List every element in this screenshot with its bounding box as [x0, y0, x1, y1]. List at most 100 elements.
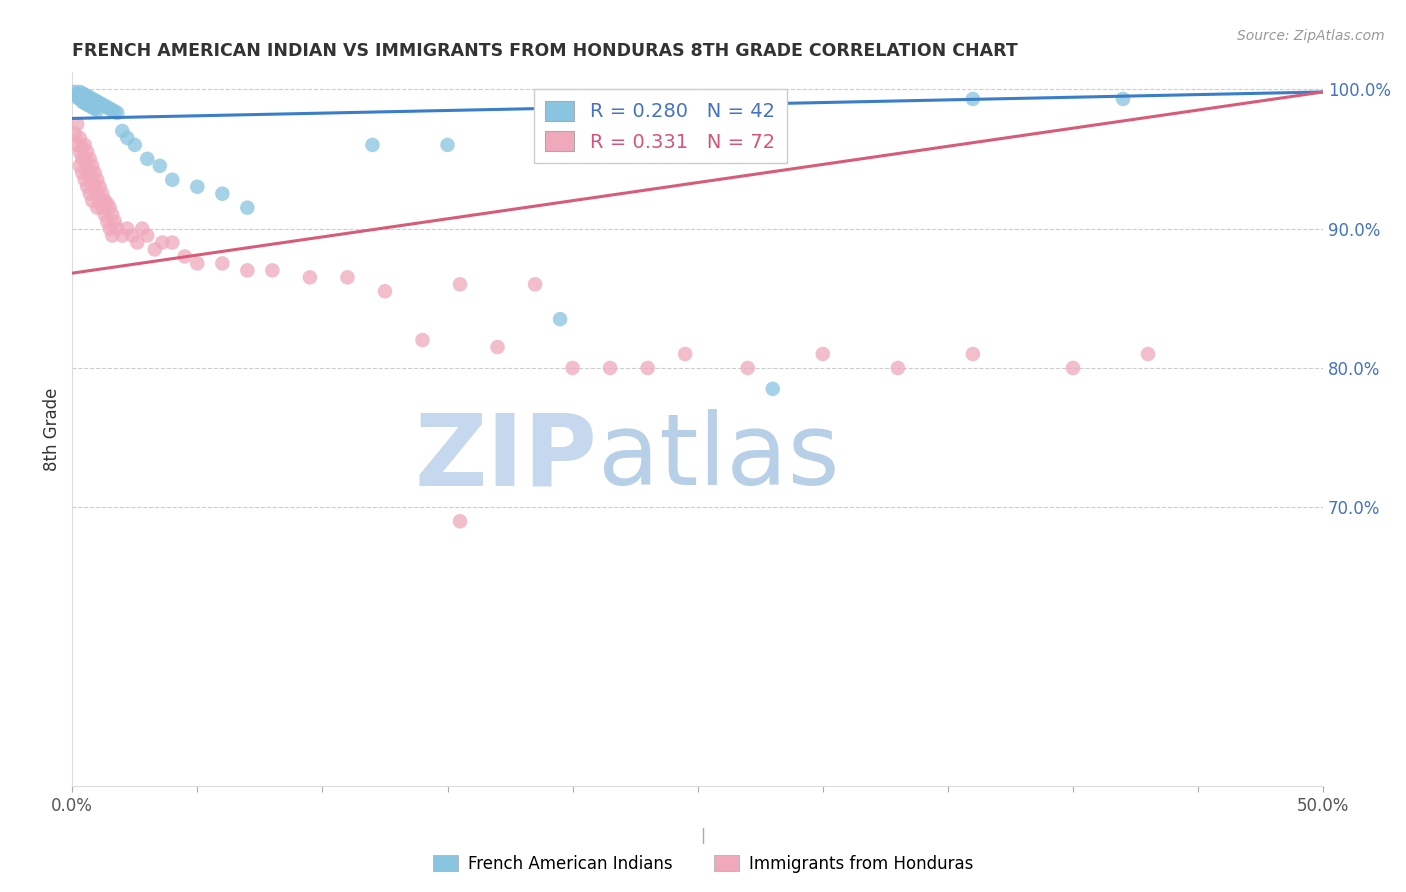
Point: [374, 285, 396, 299]
Point: [83, 166, 105, 180]
Point: [236, 201, 259, 215]
Legend: R = 0.280   N = 42, R = 0.331   N = 72: R = 0.280 N = 42, R = 0.331 N = 72: [533, 89, 787, 163]
Point: [91, 201, 114, 215]
Point: [887, 360, 910, 375]
Point: [811, 347, 834, 361]
Point: [98, 102, 121, 116]
Point: [69, 85, 91, 99]
Point: [98, 201, 121, 215]
Point: [96, 100, 118, 114]
Point: [1062, 360, 1084, 375]
Point: [82, 194, 104, 208]
Point: [173, 249, 195, 263]
Point: [105, 106, 128, 120]
Point: [83, 93, 105, 107]
Point: [76, 97, 98, 112]
Point: [127, 235, 149, 250]
Text: atlas: atlas: [598, 409, 839, 507]
Point: [104, 104, 127, 119]
Point: [94, 208, 117, 222]
Point: [69, 159, 91, 173]
Point: [69, 145, 91, 159]
Point: [89, 96, 111, 111]
Point: [449, 514, 471, 528]
Point: [66, 87, 89, 102]
Point: [63, 85, 86, 99]
Point: [73, 137, 96, 152]
Point: [79, 99, 101, 113]
Point: [70, 166, 93, 180]
Point: [121, 228, 143, 243]
Point: [86, 103, 108, 117]
Point: [599, 360, 621, 375]
Point: [70, 95, 93, 109]
Point: [79, 90, 101, 104]
Point: [69, 92, 91, 106]
Point: [150, 235, 173, 250]
Point: [91, 97, 114, 112]
Point: [86, 201, 108, 215]
Point: [162, 173, 184, 187]
Point: [143, 243, 166, 257]
Point: [136, 228, 159, 243]
Point: [962, 92, 984, 106]
Point: [186, 256, 208, 270]
Point: [82, 92, 104, 106]
Point: [436, 137, 458, 152]
Point: [262, 263, 284, 277]
Point: [76, 179, 98, 194]
Point: [211, 186, 233, 201]
Point: [66, 117, 89, 131]
Point: [69, 131, 91, 145]
Point: [86, 186, 108, 201]
Point: [673, 347, 696, 361]
Point: [70, 87, 93, 101]
Point: [73, 87, 96, 102]
Point: [66, 137, 89, 152]
Point: [89, 194, 111, 208]
Point: [336, 270, 359, 285]
Point: [83, 179, 105, 194]
Point: [70, 152, 93, 166]
Point: [83, 102, 105, 116]
Text: ZIP: ZIP: [415, 409, 598, 507]
Point: [82, 159, 104, 173]
Point: [561, 360, 583, 375]
Point: [79, 186, 101, 201]
Point: [149, 159, 172, 173]
Point: [63, 127, 86, 141]
Point: [73, 152, 96, 166]
Point: [737, 360, 759, 375]
Point: [96, 196, 118, 211]
Point: [82, 100, 104, 114]
Point: [236, 263, 259, 277]
Point: [91, 186, 114, 201]
Point: [101, 228, 124, 243]
Y-axis label: 8th Grade: 8th Grade: [44, 388, 60, 471]
Point: [73, 173, 96, 187]
Point: [486, 340, 509, 354]
Point: [111, 124, 134, 138]
Point: [86, 95, 108, 109]
Point: [162, 235, 184, 250]
Point: [76, 159, 98, 173]
Point: [76, 89, 98, 103]
Point: [117, 221, 139, 235]
Point: [101, 103, 124, 117]
Point: [82, 173, 104, 187]
Point: [211, 256, 233, 270]
Point: [89, 179, 111, 194]
Point: [73, 96, 96, 111]
Point: [962, 347, 984, 361]
Point: [76, 145, 98, 159]
Point: [186, 179, 208, 194]
Point: [449, 277, 471, 292]
Point: [762, 382, 785, 396]
Point: [94, 194, 117, 208]
Point: [111, 228, 134, 243]
Text: Source: ZipAtlas.com: Source: ZipAtlas.com: [1237, 29, 1385, 43]
Point: [104, 214, 127, 228]
Point: [548, 312, 571, 326]
Legend: French American Indians, Immigrants from Honduras: French American Indians, Immigrants from…: [426, 848, 980, 880]
Point: [105, 221, 128, 235]
